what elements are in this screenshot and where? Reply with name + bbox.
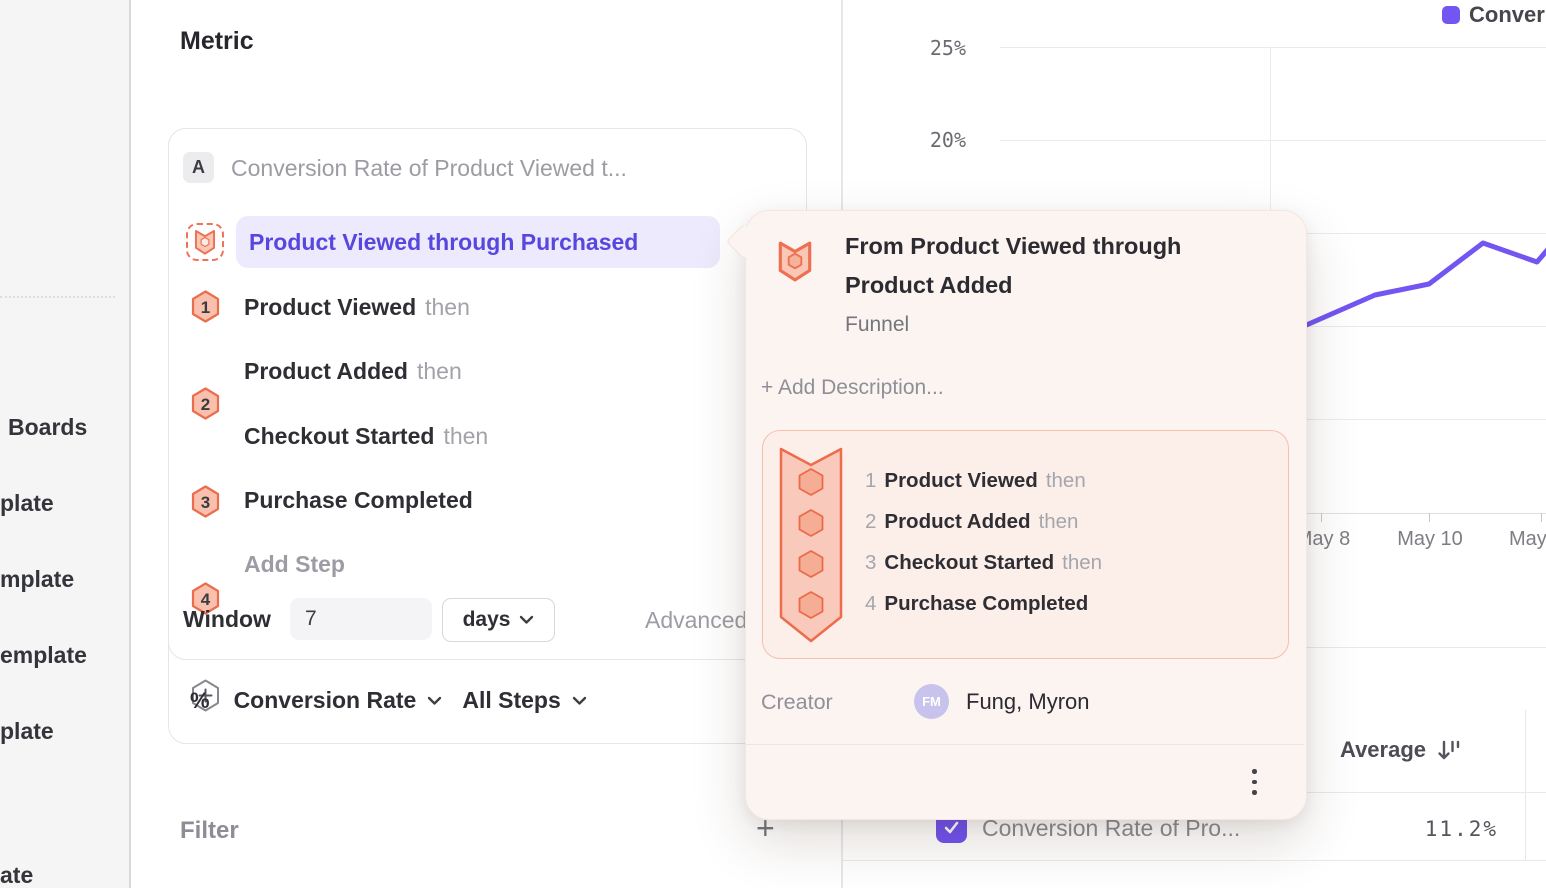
popover-footer-divider xyxy=(746,744,1304,745)
step-1-badge: 1 xyxy=(191,290,220,323)
popover-step-3: 3 Checkout Started then xyxy=(865,551,1103,574)
table-row-border xyxy=(843,860,1546,861)
y-axis-tick-20: 20% xyxy=(929,128,966,152)
funnel-ribbon-icon xyxy=(779,447,843,643)
creator-label: Creator xyxy=(761,690,833,714)
x-tick-may8 xyxy=(1321,513,1322,522)
sort-descending-icon xyxy=(1438,740,1460,760)
gridline-20 xyxy=(1000,140,1546,141)
measure-row: % Conversion Rate All Steps xyxy=(190,687,587,714)
sidebar-item-template-4[interactable]: plate xyxy=(0,718,54,744)
measure-dropdown[interactable]: Conversion Rate xyxy=(233,687,417,713)
sidebar-item-template-2[interactable]: mplate xyxy=(0,566,75,592)
series-name[interactable]: Conversion Rate of Product Viewed t... xyxy=(231,155,627,181)
legend-label: Conver xyxy=(1469,2,1545,27)
popover-step-4: 4 Purchase Completed xyxy=(865,592,1089,615)
popover-step-1: 1 Product Viewed then xyxy=(865,469,1086,492)
window-label: Window xyxy=(183,606,271,632)
table-row-average-value: 11.2% xyxy=(1424,817,1498,841)
selected-event-row[interactable]: Product Viewed through Purchased xyxy=(236,216,720,268)
popover-funnel-icon xyxy=(778,241,812,282)
x-label-may8: May 8 xyxy=(1295,528,1351,550)
chevron-down-icon xyxy=(520,615,534,624)
sidebar-item-template-5[interactable]: ate xyxy=(0,862,34,888)
sidebar-item-template-3[interactable]: emplate xyxy=(0,642,87,668)
step-3-row[interactable]: Checkout Started then xyxy=(244,423,489,449)
chart-legend[interactable]: Conver xyxy=(1442,2,1545,28)
chevron-down-icon[interactable] xyxy=(572,696,587,706)
creator-name: Fung, Myron xyxy=(966,689,1090,714)
sidebar-item-boards[interactable]: Boards xyxy=(8,414,88,440)
table-column-divider xyxy=(1525,710,1526,861)
popover-title: From Product Viewed through Product Adde… xyxy=(845,233,1182,298)
sidebar-divider xyxy=(0,296,115,298)
x-label-may12: May xyxy=(1509,528,1546,550)
filter-section-title: Filter xyxy=(180,817,239,844)
sidebar-item-template-1[interactable]: plate xyxy=(0,490,54,516)
legend-swatch xyxy=(1442,6,1460,24)
creator-avatar: FM xyxy=(914,684,949,719)
x-label-may10: May 10 xyxy=(1397,528,1463,550)
table-header-average[interactable]: Average xyxy=(1340,737,1463,763)
window-unit-select[interactable]: days xyxy=(442,598,555,642)
advanced-link[interactable]: Advanced xyxy=(645,607,748,633)
step-4-row[interactable]: Purchase Completed xyxy=(244,487,473,513)
metric-section-title: Metric xyxy=(180,27,254,55)
add-step-icon[interactable] xyxy=(191,679,220,712)
popover-step-2: 2 Product Added then xyxy=(865,510,1079,533)
event-definition-card xyxy=(168,128,807,660)
selected-event-label: Product Viewed through Purchased xyxy=(249,228,639,255)
funnel-icon xyxy=(194,230,216,255)
selected-funnel-icon[interactable] xyxy=(186,223,224,261)
add-description-link[interactable]: + Add Description... xyxy=(761,376,944,399)
step-4-badge: 4 xyxy=(191,582,220,615)
window-value-input[interactable] xyxy=(290,598,432,640)
sidebar xyxy=(0,0,131,888)
window-unit-value: days xyxy=(462,608,511,631)
popover-funnel-card xyxy=(762,430,1289,659)
percent-symbol: % xyxy=(190,687,210,713)
step-2-row[interactable]: Product Added then xyxy=(244,358,462,384)
x-tick-may10 xyxy=(1429,513,1430,522)
average-header-label: Average xyxy=(1340,737,1427,762)
add-step-button[interactable]: Add Step xyxy=(244,551,345,577)
y-axis-tick-25: 25% xyxy=(929,36,966,60)
gridline-25 xyxy=(1000,47,1546,48)
step-2-badge: 2 xyxy=(191,387,220,420)
x-tick-may12 xyxy=(1541,513,1542,522)
step-1-row[interactable]: Product Viewed then xyxy=(244,294,470,320)
popover-type-label: Funnel xyxy=(845,313,910,336)
step-3-badge: 3 xyxy=(191,485,220,518)
series-a-badge: A xyxy=(183,152,214,183)
chevron-down-icon[interactable] xyxy=(427,696,442,706)
steps-scope-dropdown[interactable]: All Steps xyxy=(462,687,561,713)
check-icon xyxy=(944,821,959,834)
more-options-icon[interactable] xyxy=(1252,769,1257,795)
